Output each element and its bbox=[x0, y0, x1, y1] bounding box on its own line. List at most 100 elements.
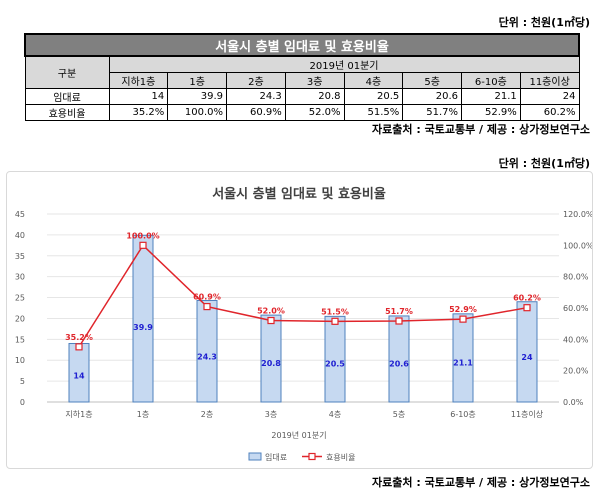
y-left-tick-label: 5 bbox=[20, 377, 25, 386]
chart-unit-label: 단위 : 천원(1㎡당) bbox=[498, 157, 590, 170]
y-right-tick-label: 40.0% bbox=[563, 335, 589, 344]
x-tick-label: 6-10층 bbox=[450, 410, 476, 419]
table-cell: 20.6 bbox=[402, 88, 462, 105]
bar-value-label: 39.9 bbox=[133, 323, 153, 332]
table-row: 임대료 14 39.9 24.3 20.8 20.5 20.6 21.1 24 bbox=[24, 88, 580, 105]
legend-bar-swatch bbox=[248, 452, 262, 461]
table-row: 효용비율 35.2% 100.0% 60.9% 52.0% 51.5% 51.7… bbox=[24, 104, 580, 121]
y-right-tick-label: 60.0% bbox=[563, 304, 589, 313]
y-right-tick-label: 120.0% bbox=[563, 210, 592, 219]
table-cell: 20.8 bbox=[284, 88, 345, 105]
table-cell: 60.2% bbox=[519, 104, 580, 121]
table-period: 2019년 01분기 bbox=[108, 55, 580, 73]
y-left-tick-label: 35 bbox=[15, 252, 25, 261]
table-title: 서울시 층별 임대료 및 효용비율 bbox=[24, 33, 580, 57]
table-cell: 24.3 bbox=[226, 88, 286, 105]
y-right-tick-label: 80.0% bbox=[563, 273, 589, 282]
column-header: 지하1층 bbox=[108, 72, 169, 89]
line-marker bbox=[75, 343, 83, 351]
y-left-tick-label: 15 bbox=[15, 335, 25, 344]
x-tick-label: 2층 bbox=[201, 410, 213, 419]
table-cell: 51.7% bbox=[402, 104, 462, 121]
chart-source: 자료출처 : 국토교통부 / 제공 : 상가정보연구소 bbox=[372, 476, 590, 489]
line-series bbox=[78, 244, 528, 348]
column-header: 4층 bbox=[343, 72, 404, 89]
table-cell: 39.9 bbox=[167, 88, 227, 105]
column-header: 11층이상 bbox=[519, 72, 580, 89]
chart-legend: 임대료 효용비율 bbox=[248, 452, 355, 462]
bar bbox=[388, 315, 410, 403]
bar-value-label: 14 bbox=[73, 372, 85, 381]
line-value-label: 35.2% bbox=[65, 333, 93, 342]
combo-chart: 서울시 층별 임대료 및 효용비율 0 5 10 15 20 25 30 35 40 45 0.0… bbox=[15, 186, 594, 462]
bar bbox=[516, 301, 538, 403]
table-cell: 21.1 bbox=[461, 88, 521, 105]
table-cell: 52.9% bbox=[461, 104, 521, 121]
line-marker bbox=[459, 315, 467, 323]
bar-value-label: 20.5 bbox=[325, 359, 345, 368]
table-unit-label: 단위 : 천원(1㎡당) bbox=[498, 16, 590, 29]
table-cell: 20.5 bbox=[343, 88, 404, 105]
line-value-label: 100.0% bbox=[126, 231, 159, 240]
table-row-header: 구분 bbox=[24, 55, 110, 89]
line-marker bbox=[139, 241, 147, 249]
line-value-label: 60.9% bbox=[193, 293, 221, 302]
y-left-tick-label: 40 bbox=[15, 231, 25, 240]
line-marker bbox=[203, 302, 211, 311]
line-value-label: 60.2% bbox=[513, 294, 541, 303]
line-value-label: 51.5% bbox=[321, 307, 349, 316]
chart-title: 서울시 층별 임대료 및 효용비율 bbox=[212, 186, 386, 202]
x-tick-label: 3층 bbox=[265, 410, 277, 419]
y-left-tick-label: 10 bbox=[15, 356, 25, 365]
table-cell: 52.0% bbox=[284, 104, 345, 121]
x-tick-label: 지하1층 bbox=[65, 409, 92, 419]
table-column-headers: 지하1층 1층 2층 3층 4층 5층 6-10층 11층이상 bbox=[25, 72, 580, 89]
line-marker bbox=[395, 317, 403, 325]
table-cell: 35.2% bbox=[108, 104, 169, 121]
legend-line-marker bbox=[308, 452, 316, 461]
table-source: 자료출처 : 국토교통부 / 제공 : 상가정보연구소 bbox=[372, 123, 590, 136]
bar bbox=[452, 313, 474, 403]
chart-frame: 서울시 층별 임대료 및 효용비율 0 5 10 15 20 25 30 35 40 45 0.0… bbox=[6, 171, 594, 469]
column-header: 5층 bbox=[402, 72, 462, 89]
bar-value-label: 24 bbox=[521, 353, 533, 362]
y-right-tick-label: 0.0% bbox=[563, 398, 584, 407]
table-cell: 60.9% bbox=[226, 104, 286, 121]
line-value-label: 52.9% bbox=[449, 305, 477, 314]
table-cell: 100.0% bbox=[167, 104, 227, 121]
legend-label: 효용비율 bbox=[326, 453, 355, 462]
y-left-tick-label: 30 bbox=[15, 273, 25, 282]
table-cell: 24 bbox=[519, 88, 580, 105]
x-tick-label: 1층 bbox=[137, 410, 149, 419]
row-label: 효용비율 bbox=[24, 104, 110, 121]
x-tick-label: 4층 bbox=[329, 410, 341, 419]
y-left-tick-label: 20 bbox=[15, 314, 25, 323]
bar bbox=[260, 314, 282, 403]
bar-value-label: 21.1 bbox=[453, 358, 473, 367]
y-right-tick-label: 20.0% bbox=[563, 367, 589, 376]
column-header: 6-10층 bbox=[461, 72, 521, 89]
y-left-tick-label: 0 bbox=[20, 398, 25, 407]
x-tick-label: 11층이상 bbox=[511, 409, 544, 419]
rent-table: 서울시 층별 임대료 및 효용비율 구분 2019년 01분기 지하1층 1층 … bbox=[24, 33, 580, 121]
legend-label: 임대료 bbox=[265, 453, 287, 462]
x-axis-title: 2019년 01분기 bbox=[271, 430, 326, 440]
line-marker bbox=[523, 304, 531, 312]
bar bbox=[196, 299, 218, 403]
x-tick-label: 5층 bbox=[393, 410, 405, 419]
y-left-tick-label: 25 bbox=[15, 294, 25, 303]
y-left-tick-label: 45 bbox=[15, 210, 25, 219]
bar-value-label: 20.6 bbox=[389, 359, 409, 368]
column-header: 2층 bbox=[226, 72, 286, 89]
table-cell: 51.5% bbox=[343, 104, 404, 121]
row-label: 임대료 bbox=[24, 88, 110, 105]
bar bbox=[324, 315, 346, 403]
line-value-label: 51.7% bbox=[385, 307, 413, 316]
line-marker bbox=[267, 316, 275, 325]
bar bbox=[132, 234, 154, 403]
column-header: 3층 bbox=[284, 72, 345, 89]
bar-value-label: 24.3 bbox=[197, 352, 217, 361]
line-marker bbox=[331, 317, 339, 325]
table-cell: 14 bbox=[108, 88, 169, 105]
line-value-label: 52.0% bbox=[257, 307, 285, 316]
